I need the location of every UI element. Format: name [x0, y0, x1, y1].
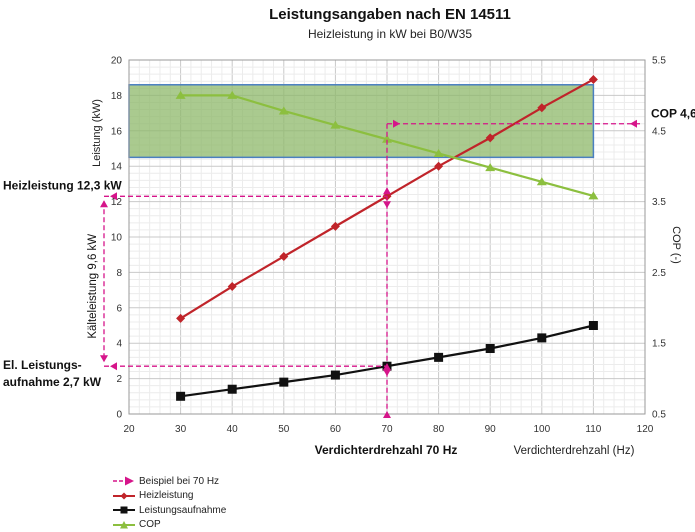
data-point-leistungsaufnahme [279, 377, 289, 387]
x-tick-label: 30 [175, 424, 187, 435]
example-arrow [100, 355, 108, 363]
y-right-tick-label: 5.5 [652, 56, 666, 67]
data-point-heizleistung [227, 282, 237, 292]
data-point-leistungsaufnahme [176, 391, 186, 401]
example-arrow [630, 119, 637, 128]
data-point-heizleistung [537, 103, 547, 113]
legend-item-cop: COP [112, 518, 226, 532]
x-axis-label: Verdichterdrehzahl (Hz) [514, 445, 635, 457]
data-point-cop [227, 90, 238, 99]
x-tick-label: 60 [330, 424, 342, 435]
data-point-leistungsaufnahme [537, 333, 547, 343]
data-point-cop [278, 106, 289, 115]
legend-item-example: Beispiel bei 70 Hz [112, 474, 226, 489]
example-cop-label: COP 4,6 [651, 107, 695, 121]
data-point-leistungsaufnahme [227, 384, 237, 394]
example-heizleistung-label: Heizleistung 12,3 kW [3, 178, 122, 192]
highlight-band-layer [128, 84, 595, 159]
chart-labels: 0 2 4 6 8 10 12 14 16 18 20 0.5 1.5 2.5 3.5 4.5 5.5 20 30 4… [3, 56, 695, 458]
legend-example-icon [113, 476, 134, 486]
x-tick-label: 120 [637, 424, 654, 435]
y-right-axis-label: COP (-) [670, 226, 682, 264]
x-tick-label: 50 [278, 424, 290, 435]
example-arrow [383, 369, 391, 377]
legend-item-heizleistung: Heizleistung [112, 489, 226, 504]
data-point-cop [382, 134, 392, 143]
data-point-leistungsaufnahme [485, 344, 495, 354]
data-point-cop [536, 177, 547, 186]
y-tick-label: 4 [116, 339, 122, 350]
data-point-leistungsaufnahme [434, 352, 444, 362]
data-point-heizleistung [330, 221, 340, 231]
example-arrow [383, 411, 391, 418]
y-tick-label: 0 [116, 410, 122, 421]
data-point-heizleistung [588, 74, 598, 84]
example-aufnahme-label-line1: El. Leistungs- [3, 358, 82, 372]
x-tick-label: 90 [485, 424, 497, 435]
y-right-tick-label: 2.5 [652, 268, 666, 279]
y-tick-label: 16 [111, 126, 123, 137]
legend-label-cop: COP [139, 519, 161, 531]
data-point-cop [175, 90, 186, 99]
legend-item-leistungsaufnahme: Leistungsaufnahme [112, 503, 226, 518]
y-right-tick-label: 4.5 [652, 126, 666, 137]
y-tick-label: 18 [111, 91, 123, 102]
y-right-tick-label: 0.5 [652, 410, 666, 421]
example-annotations [100, 119, 640, 418]
y-right-tick-label: 3.5 [652, 197, 666, 208]
data-point-heizleistung [434, 161, 444, 171]
chart-title: Leistungsangaben nach EN 14511 [269, 6, 511, 23]
y-tick-label: 2 [116, 374, 122, 385]
legend-heizleistung-icon [113, 492, 135, 500]
example-arrow [383, 187, 391, 195]
y-tick-label: 8 [116, 268, 122, 279]
data-point-heizleistung [176, 313, 186, 323]
legend-label-example: Beispiel bei 70 Hz [139, 475, 220, 487]
chart-subtitle: Heizleistung in kW bei B0/W35 [307, 27, 473, 41]
example-arrow [110, 192, 117, 201]
data-point-leistungsaufnahme [588, 321, 598, 330]
y-tick-label: 10 [111, 233, 123, 244]
example-x-label: Verdichterdrehzahl 70 Hz [315, 443, 458, 457]
y-tick-label: 12 [111, 197, 123, 208]
example-arrow [100, 200, 108, 208]
legend-label-leistungsaufnahme: Leistungsaufnahme [139, 504, 227, 516]
x-tick-label: 70 [381, 424, 393, 435]
legend-cop-icon [113, 520, 135, 529]
data-point-cop [485, 163, 496, 172]
data-point-heizleistung [485, 133, 495, 143]
y-tick-label: 6 [116, 303, 122, 314]
data-point-cop [330, 120, 341, 129]
x-tick-label: 20 [123, 424, 135, 435]
data-point-leistungsaufnahme [330, 370, 340, 380]
example-arrow [110, 362, 117, 371]
x-tick-label: 100 [533, 424, 550, 435]
legend-leistungsaufnahme-icon [113, 506, 135, 514]
example-arrow [383, 201, 391, 209]
x-tick-label: 40 [227, 424, 239, 435]
y-tick-label: 20 [111, 56, 123, 67]
y-right-tick-label: 1.5 [652, 339, 666, 350]
legend: Beispiel bei 70 Hz Heizleistung Leistung… [112, 474, 226, 532]
example-arrow [393, 119, 400, 128]
data-point-cop [433, 148, 444, 157]
data-point-heizleistung [279, 251, 289, 261]
x-tick-label: 80 [433, 424, 445, 435]
example-kaelteleistung-label: Kälteleistung 9,6 kW [87, 234, 99, 339]
data-point-cop [588, 191, 599, 200]
legend-label-heizleistung: Heizleistung [139, 490, 194, 502]
y-tick-label: 14 [111, 162, 123, 173]
example-aufnahme-label-line2: aufnahme 2,7 kW [3, 375, 102, 389]
y-axis-label: Leistung (kW) [91, 99, 103, 167]
x-tick-label: 110 [585, 424, 601, 435]
highlight-band [128, 84, 595, 159]
